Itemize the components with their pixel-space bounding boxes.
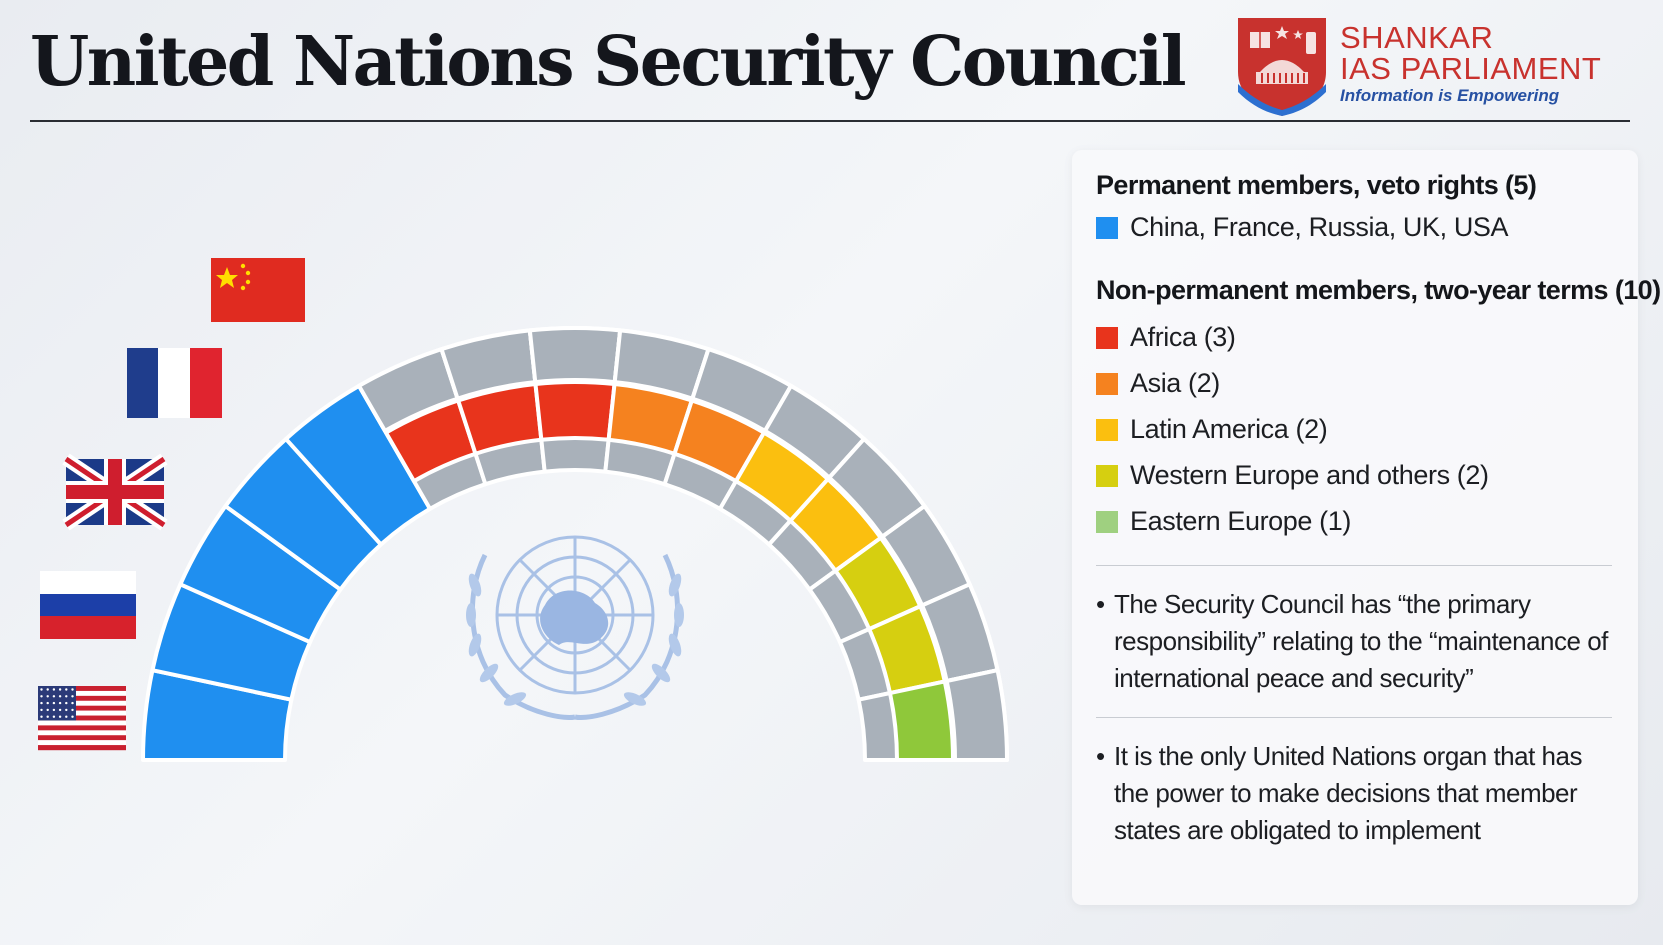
legend-panel: Permanent members, veto rights (5) China… xyxy=(1072,150,1661,905)
regional-seat xyxy=(533,380,617,442)
legend-item: Asia (2) xyxy=(1096,368,1612,399)
russia-flag-icon xyxy=(40,571,136,639)
permanent-members-label: China, France, Russia, UK, USA xyxy=(1130,212,1509,242)
legend-label: Latin America (2) xyxy=(1130,414,1328,444)
legend-swatch xyxy=(1096,326,1118,349)
legend-label: Western Europe and others (2) xyxy=(1130,460,1489,490)
permanent-members-item: China, France, Russia, UK, USA xyxy=(1096,212,1612,243)
legend-swatch xyxy=(1096,216,1118,239)
un-emblem-icon xyxy=(466,535,684,720)
legend-label: Africa (3) xyxy=(1130,322,1236,352)
parliament-emblem-icon xyxy=(1238,18,1326,116)
divider xyxy=(1096,565,1612,566)
legend-item: Africa (3) xyxy=(1096,322,1612,353)
legend-swatch xyxy=(1096,418,1118,441)
legend-label: Asia (2) xyxy=(1130,368,1220,398)
legend-swatch xyxy=(1096,372,1118,395)
brand-logo: SHANKAR IAS PARLIAMENT Information is Em… xyxy=(1232,14,1652,118)
logo-line-1: SHANKAR xyxy=(1340,20,1494,55)
security-council-seat-chart xyxy=(38,258,1009,762)
divider xyxy=(1096,717,1612,718)
title-underline xyxy=(30,120,1630,122)
regional-seat xyxy=(887,679,955,762)
legend-swatch xyxy=(1096,510,1118,533)
seat-outer-band xyxy=(527,326,623,385)
note-text: It is the only United Nations organ that… xyxy=(1114,741,1582,845)
note-item: • It is the only United Nations organ th… xyxy=(1096,738,1612,849)
page-title: United Nations Security Council xyxy=(30,22,1187,102)
note-text: The Security Council has “the primary re… xyxy=(1114,589,1608,693)
note-item: • The Security Council has “the primary … xyxy=(1096,586,1612,697)
france-flag-icon xyxy=(127,348,222,418)
logo-line-2: IAS PARLIAMENT xyxy=(1340,51,1602,86)
legend-label: Eastern Europe (1) xyxy=(1130,506,1351,536)
legend-item: Western Europe and others (2) xyxy=(1096,460,1612,491)
legend-item: Eastern Europe (1) xyxy=(1096,506,1612,537)
legend-swatch xyxy=(1096,464,1118,487)
china-flag-icon xyxy=(211,258,305,322)
permanent-members-header: Permanent members, veto rights (5) xyxy=(1096,170,1537,200)
legend-item: Latin America (2) xyxy=(1096,414,1612,445)
seat-outer-band xyxy=(944,668,1009,762)
uk-flag-icon xyxy=(62,453,168,531)
usa-flag-icon xyxy=(38,686,126,751)
logo-tagline: Information is Empowering xyxy=(1340,86,1560,105)
nonpermanent-members-header: Non-permanent members, two-year terms (1… xyxy=(1096,275,1661,305)
